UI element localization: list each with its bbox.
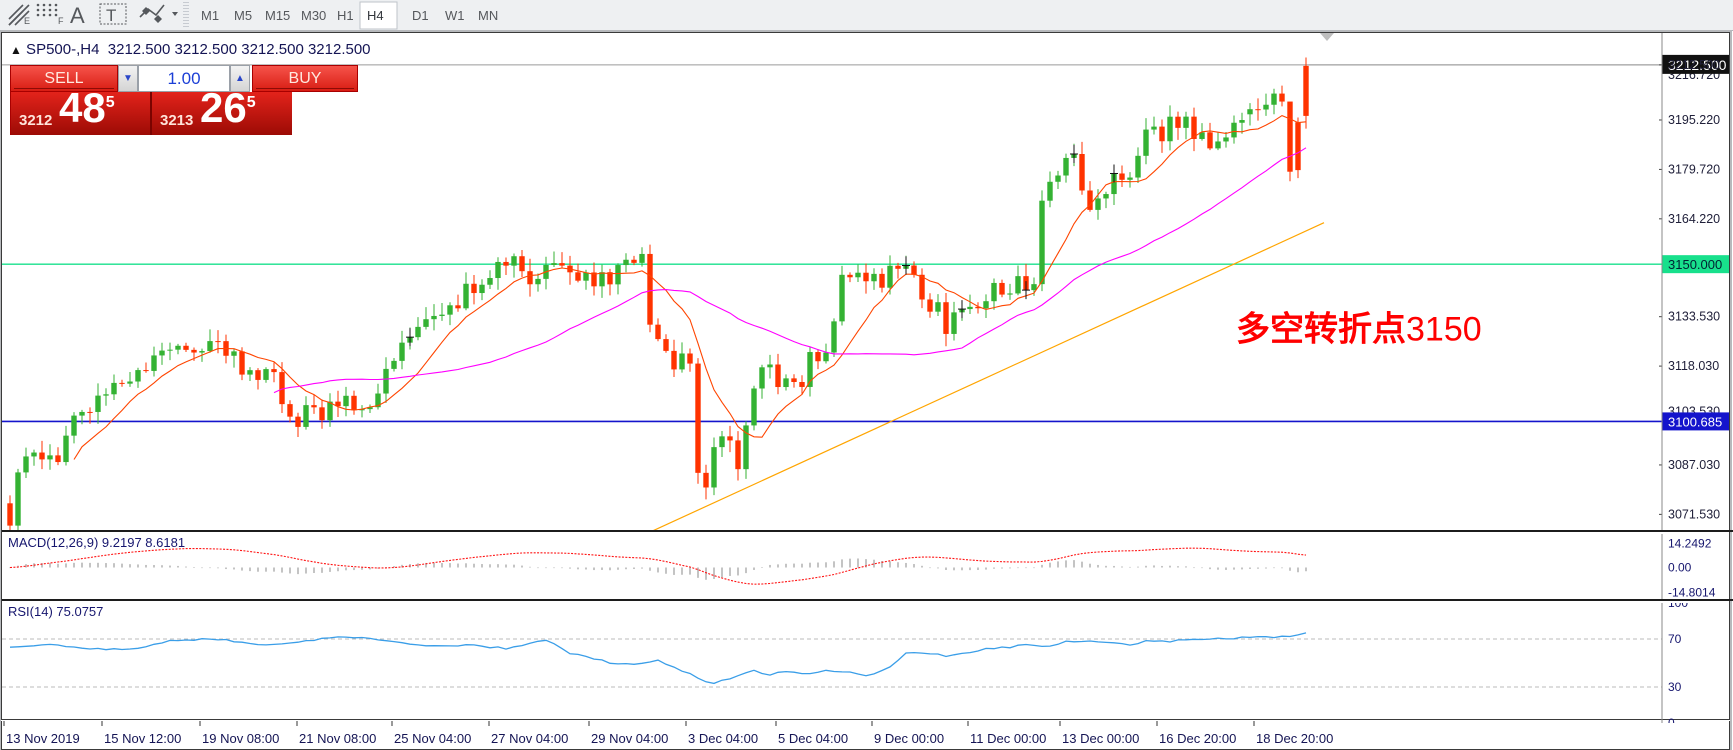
svg-text:18 Dec 20:00: 18 Dec 20:00: [1256, 731, 1333, 746]
svg-text:3133.530: 3133.530: [1668, 310, 1720, 324]
svg-text:3150.000: 3150.000: [1668, 257, 1722, 272]
svg-text:MN: MN: [478, 8, 498, 23]
svg-text:21 Nov 08:00: 21 Nov 08:00: [299, 731, 376, 746]
svg-text:100: 100: [1668, 603, 1688, 610]
svg-text:29 Nov 04:00: 29 Nov 04:00: [591, 731, 668, 746]
svg-text:3164.220: 3164.220: [1668, 212, 1720, 226]
svg-text:T: T: [106, 6, 116, 25]
svg-text:5 Dec 04:00: 5 Dec 04:00: [778, 731, 848, 746]
svg-text:M30: M30: [301, 8, 326, 23]
svg-text:30: 30: [1668, 680, 1682, 694]
svg-text:15 Nov 12:00: 15 Nov 12:00: [104, 731, 181, 746]
svg-text:27 Nov 04:00: 27 Nov 04:00: [491, 731, 568, 746]
svg-text:3195.220: 3195.220: [1668, 113, 1720, 127]
svg-text:0.00: 0.00: [1668, 561, 1692, 575]
svg-text:RSI(14) 75.0757: RSI(14) 75.0757: [8, 604, 103, 619]
svg-text:13 Dec 00:00: 13 Dec 00:00: [1062, 731, 1139, 746]
svg-text:3087.030: 3087.030: [1668, 458, 1720, 472]
svg-text:MACD(12,26,9) 9.2197 8.6181: MACD(12,26,9) 9.2197 8.6181: [8, 535, 185, 550]
svg-text:13 Nov 2019: 13 Nov 2019: [6, 731, 80, 746]
svg-text:3179.720: 3179.720: [1668, 162, 1720, 176]
svg-text:M1: M1: [201, 8, 219, 23]
svg-text:3212.500: 3212.500: [1668, 58, 1720, 72]
svg-text:3118.030: 3118.030: [1668, 359, 1719, 373]
svg-text:W1: W1: [445, 8, 465, 23]
svg-text:3071.530: 3071.530: [1668, 507, 1720, 521]
svg-text:3 Dec 04:00: 3 Dec 04:00: [688, 731, 758, 746]
svg-text:19 Nov 08:00: 19 Nov 08:00: [202, 731, 279, 746]
svg-text:25 Nov 04:00: 25 Nov 04:00: [394, 731, 471, 746]
svg-text:70: 70: [1668, 632, 1682, 646]
svg-text:M15: M15: [265, 8, 290, 23]
svg-text:-14.8014: -14.8014: [1668, 585, 1716, 599]
svg-text:A: A: [70, 3, 85, 28]
svg-text:D1: D1: [412, 8, 429, 23]
svg-text:H4: H4: [367, 8, 384, 23]
svg-text:多空转折点: 多空转折点: [1236, 311, 1406, 349]
svg-text:11 Dec 00:00: 11 Dec 00:00: [970, 731, 1046, 746]
svg-text:E: E: [24, 16, 30, 26]
svg-text:16 Dec 20:00: 16 Dec 20:00: [1159, 731, 1236, 746]
svg-text:H1: H1: [337, 8, 354, 23]
svg-text:9 Dec 00:00: 9 Dec 00:00: [874, 731, 944, 746]
svg-text:3150: 3150: [1406, 311, 1482, 349]
svg-text:M5: M5: [234, 8, 252, 23]
svg-text:14.2492: 14.2492: [1668, 537, 1712, 551]
svg-text:3100.685: 3100.685: [1668, 414, 1722, 429]
svg-text:F: F: [58, 16, 64, 26]
